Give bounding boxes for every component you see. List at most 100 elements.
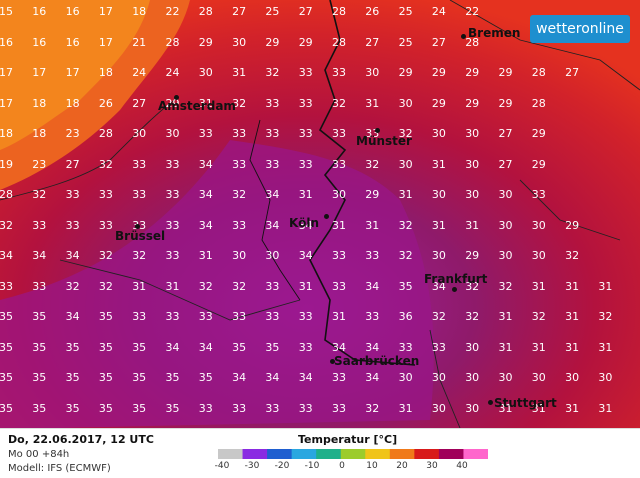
temperature-field [0, 0, 640, 428]
temp-value: 17 [98, 5, 113, 18]
temp-value: 35 [65, 340, 80, 354]
temp-value: 33 [265, 279, 280, 293]
temp-value: 34 [298, 249, 313, 262]
temp-value: 33 [165, 157, 180, 171]
temp-value: 33 [332, 401, 346, 415]
city-dot-bremen [461, 34, 466, 39]
temp-value: 32 [398, 249, 413, 262]
temp-value: 35 [65, 401, 80, 415]
temp-value: 32 [465, 279, 480, 293]
temp-value: 21 [132, 35, 147, 49]
temp-value: 33 [265, 127, 280, 140]
temp-value: 35 [32, 371, 47, 384]
temp-value: 35 [165, 401, 180, 415]
temp-value: 36 [398, 310, 413, 323]
temp-value: 22 [165, 5, 180, 18]
legend-swatch [463, 449, 488, 459]
temp-value: 17 [65, 66, 80, 79]
temp-value: 24 [431, 5, 446, 18]
temp-value: 30 [465, 340, 480, 354]
temp-value: 30 [531, 371, 546, 384]
legend-tick: -10 [304, 461, 320, 471]
temp-value: 32 [265, 66, 280, 79]
temp-value: 33 [298, 340, 313, 354]
temp-value: 33 [298, 401, 313, 415]
temp-value: 33 [0, 279, 13, 293]
temp-value: 35 [0, 371, 13, 384]
temp-value: 32 [198, 279, 213, 293]
temp-value: 30 [498, 249, 513, 262]
temp-value: 33 [265, 401, 280, 415]
legend-swatch [414, 449, 440, 459]
temp-value: 31 [298, 279, 313, 293]
temp-value: 35 [32, 310, 47, 323]
temp-value: 31 [132, 279, 147, 293]
temp-value: 16 [65, 5, 80, 18]
wetteronline-logo[interactable]: wetteronline [530, 15, 630, 43]
temp-value: 30 [265, 249, 280, 262]
temp-value: 33 [298, 157, 313, 171]
temp-value: 33 [165, 218, 180, 232]
temp-value: 33 [298, 96, 313, 110]
temp-value: 27 [232, 5, 247, 18]
temp-value: 33 [298, 310, 313, 323]
temp-value: 32 [365, 157, 380, 171]
temp-value: 18 [0, 127, 13, 140]
temp-value: 32 [232, 96, 247, 110]
temp-value: 31 [598, 279, 613, 293]
temp-value: 34 [265, 371, 280, 384]
temp-value: 31 [565, 310, 580, 323]
temp-value: 15 [0, 5, 13, 18]
temp-value: 23 [32, 157, 47, 171]
temp-value: 30 [598, 371, 613, 384]
temp-value: 33 [132, 157, 147, 171]
temp-value: 18 [32, 96, 47, 110]
temp-value: 30 [465, 371, 480, 384]
legend-tick: -20 [274, 461, 290, 471]
legend-tick: 30 [426, 461, 438, 471]
temp-value: 33 [232, 127, 247, 140]
legend-color-bar [218, 449, 488, 459]
temp-value: 33 [198, 127, 213, 140]
temp-value: 35 [198, 371, 213, 384]
temp-value: 31 [465, 218, 480, 232]
temp-value: 29 [165, 96, 180, 110]
temp-value: 17 [0, 66, 13, 79]
temp-value: 30 [332, 188, 346, 201]
city-dot-stuttgart [488, 400, 493, 405]
temp-value: 33 [332, 279, 346, 293]
temp-value: 29 [431, 66, 446, 79]
temp-value: 33 [265, 157, 280, 171]
temp-value: 34 [365, 340, 380, 354]
legend-swatch [291, 449, 317, 459]
temp-value: 27 [498, 127, 513, 140]
temp-value: 32 [232, 188, 247, 201]
temp-value: 30 [498, 188, 513, 201]
temp-value: 31 [298, 188, 313, 201]
temp-value: 30 [232, 249, 247, 262]
temp-value: 34 [265, 188, 280, 201]
temp-value: 27 [498, 157, 513, 171]
temp-value: 32 [98, 279, 113, 293]
city-koln: Köln [289, 216, 319, 230]
temp-value: 33 [531, 188, 546, 201]
city-brussel: Brüssel [115, 229, 166, 243]
temp-value: 30 [398, 157, 413, 171]
temp-value: 32 [598, 310, 613, 323]
temp-value: 33 [165, 249, 180, 262]
temp-value: 35 [65, 371, 80, 384]
temp-value: 31 [598, 340, 613, 354]
temp-value: 18 [98, 66, 113, 79]
temp-value: 32 [398, 127, 413, 140]
temp-value: 32 [132, 249, 147, 262]
temp-value: 30 [431, 127, 446, 140]
model-name: Modell: IFS (ECMWF) [8, 463, 111, 474]
temp-value: 31 [498, 310, 513, 323]
temp-value: 32 [232, 279, 247, 293]
temp-value: 17 [98, 35, 113, 49]
temp-value: 33 [32, 218, 47, 232]
temp-value: 31 [531, 279, 546, 293]
temp-value: 32 [65, 279, 80, 293]
temp-value: 33 [232, 218, 247, 232]
temp-value: 28 [332, 35, 346, 49]
